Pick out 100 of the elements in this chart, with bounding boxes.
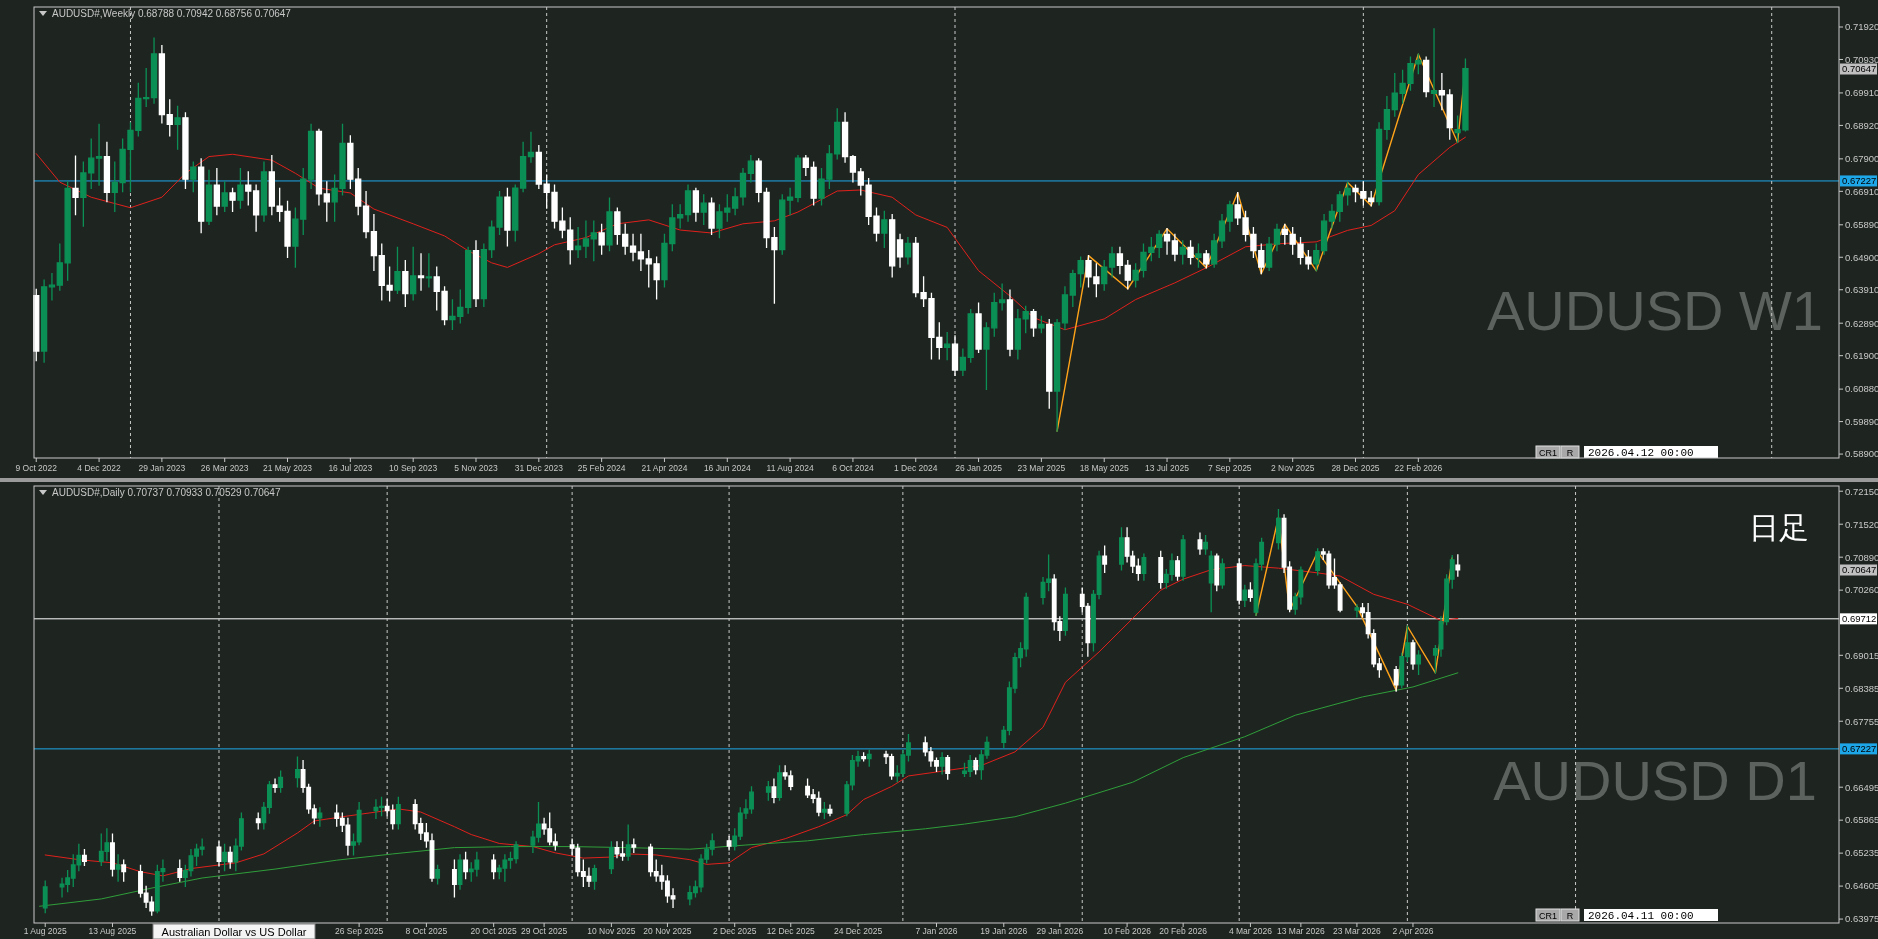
candlestick xyxy=(417,253,425,291)
x-tick-label: 22 Feb 2026 xyxy=(1394,463,1443,473)
candlestick xyxy=(975,302,982,354)
x-tick-label: 23 Mar 2026 xyxy=(1333,926,1382,936)
candlestick xyxy=(1276,508,1281,550)
candlestick xyxy=(317,807,323,827)
candlestick xyxy=(103,141,111,203)
x-tick-label: 28 Dec 2025 xyxy=(1331,463,1380,473)
candlestick xyxy=(527,131,535,163)
candlestick xyxy=(307,123,315,190)
candlestick xyxy=(1281,223,1288,245)
candlestick xyxy=(708,197,715,235)
candlestick xyxy=(1022,305,1029,334)
candlestick xyxy=(221,181,228,212)
candlestick xyxy=(255,812,261,830)
candlestick xyxy=(739,168,747,206)
candlestick xyxy=(1455,554,1461,577)
x-tick-label: 13 Mar 2026 xyxy=(1277,926,1325,936)
candlestick xyxy=(425,253,433,288)
candlestick xyxy=(1446,89,1453,140)
candlestick xyxy=(395,796,401,830)
x-tick-label: 21 May 2023 xyxy=(262,463,313,473)
candlestick xyxy=(1208,550,1214,613)
candlestick xyxy=(252,184,260,232)
x-tick-label: 19 Jan 2026 xyxy=(980,926,1028,936)
x-tick-label: 12 Dec 2025 xyxy=(766,926,816,936)
candlestick xyxy=(491,854,497,880)
x-tick-label: 1 Dec 2024 xyxy=(894,463,938,473)
candlestick xyxy=(315,128,323,206)
candlestick xyxy=(631,838,637,853)
candlestick xyxy=(182,112,189,190)
candlestick xyxy=(245,171,252,206)
candlestick xyxy=(726,836,732,851)
x-tick-label: 25 Feb 2024 xyxy=(577,463,626,473)
candlestick xyxy=(1236,558,1242,605)
candlestick xyxy=(1187,240,1194,265)
candlestick xyxy=(278,770,284,793)
x-tick-label: 2 Apr 2026 xyxy=(1392,926,1434,936)
candlestick xyxy=(1226,200,1234,232)
candlestick xyxy=(1354,604,1360,618)
candlestick xyxy=(451,859,457,898)
candlestick xyxy=(1158,550,1164,589)
x-tick-label: 7 Jan 2026 xyxy=(915,926,958,936)
candlestick xyxy=(402,259,409,308)
candlestick xyxy=(1320,213,1328,255)
candlestick xyxy=(731,187,739,216)
candlestick xyxy=(166,99,173,137)
candlestick xyxy=(323,181,330,222)
candlestick xyxy=(590,220,597,262)
candlestick xyxy=(629,233,637,262)
candlestick xyxy=(574,227,582,258)
candlestick xyxy=(1101,259,1108,291)
text: Australian Dollar vs US Dollar xyxy=(161,925,307,938)
candlestick xyxy=(512,184,519,242)
candlestick xyxy=(504,187,511,247)
candlestick xyxy=(881,210,888,249)
candlestick xyxy=(959,348,967,376)
candlestick xyxy=(943,332,951,361)
candlestick xyxy=(1141,553,1147,581)
x-tick-label: 9 Oct 2022 xyxy=(15,463,58,473)
x-tick-label: 13 Jul 2025 xyxy=(1145,463,1190,473)
candlestick xyxy=(463,851,469,880)
x-tick-label: 2 Dec 2025 xyxy=(712,926,757,936)
candlestick xyxy=(1124,259,1131,290)
candlestick xyxy=(216,841,222,867)
candlestick xyxy=(1383,95,1391,140)
candlestick xyxy=(158,45,166,124)
x-tick-label: 4 Dec 2022 xyxy=(77,463,122,473)
candlestick xyxy=(1203,535,1209,555)
candlestick xyxy=(1273,223,1281,252)
candlestick xyxy=(998,283,1006,311)
x-tick-label: 20 Feb 2026 xyxy=(1159,926,1208,936)
candlestick xyxy=(849,154,857,183)
candlestick xyxy=(150,37,158,104)
candlestick xyxy=(765,781,771,801)
candlestick xyxy=(1214,553,1220,592)
candlestick xyxy=(637,233,645,272)
candlestick xyxy=(472,240,480,308)
candlestick xyxy=(435,864,441,885)
candlestick xyxy=(1393,665,1399,692)
candlestick xyxy=(592,864,597,890)
candlestick xyxy=(1328,204,1336,229)
x-tick-label: 24 Dec 2025 xyxy=(833,926,883,936)
candlestick xyxy=(1218,213,1226,249)
candlestick xyxy=(1014,309,1021,360)
chart-title: AUDUSD#,Daily 0.70737 0.70933 0.70529 0.70647 xyxy=(52,487,281,498)
candlestick xyxy=(1438,72,1446,111)
x-tick-label: 26 Jan 2025 xyxy=(955,463,1003,473)
candlestick xyxy=(896,233,904,268)
candlestick xyxy=(1247,582,1253,602)
candlestick xyxy=(608,841,614,874)
candlestick xyxy=(1171,233,1179,262)
candlestick xyxy=(370,213,378,272)
candlestick xyxy=(295,756,300,788)
candlestick xyxy=(213,168,221,216)
candlestick xyxy=(747,154,754,183)
x-tick-label: 11 Aug 2024 xyxy=(766,463,814,473)
x-tick-label: 4 Mar 2026 xyxy=(1228,926,1273,936)
candlestick xyxy=(519,141,527,193)
candlestick xyxy=(794,154,802,203)
